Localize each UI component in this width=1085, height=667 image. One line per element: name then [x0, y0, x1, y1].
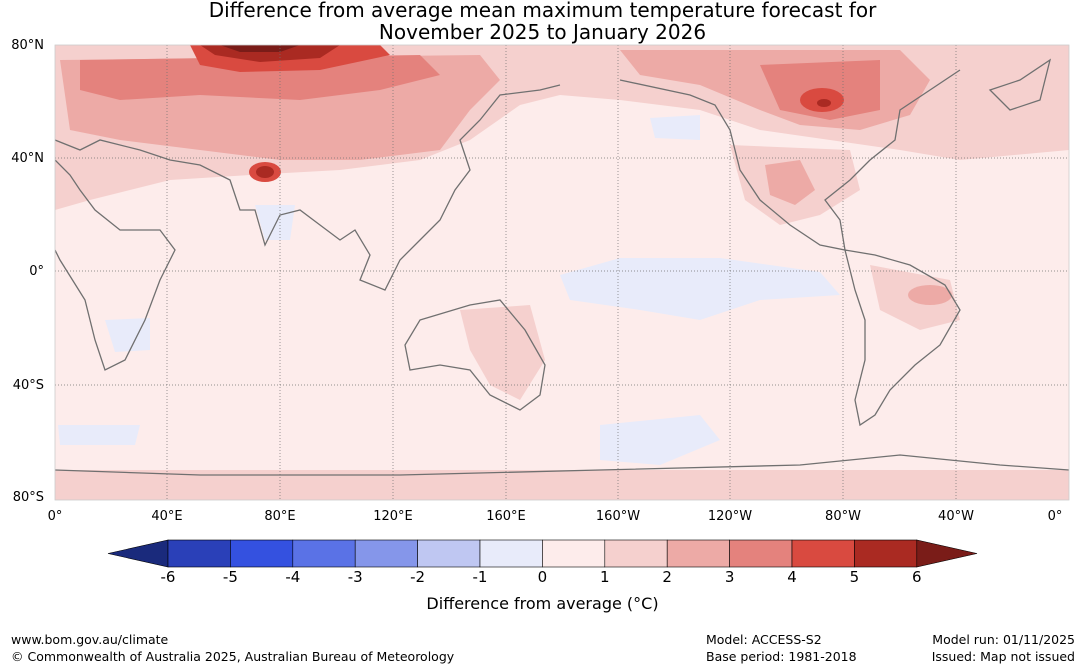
colorbar-title: Difference from average (°C): [426, 594, 659, 613]
graticule: [55, 45, 1069, 500]
colorbar: [107, 539, 978, 568]
colorbar-bin: [354, 539, 418, 568]
region-southern-ocean-cool: [600, 415, 720, 465]
hotspot-tibet-inner: [256, 166, 274, 178]
lon-label-120w: 120°W: [707, 509, 753, 524]
region-south-atlantic-cool: [58, 425, 140, 445]
region-hudson-5-6: [817, 99, 831, 107]
lat-label-80s: 80°S: [12, 490, 44, 505]
coastlines: [55, 58, 1069, 476]
coast-australia: [404, 299, 546, 411]
lon-label-120e: 120°E: [373, 509, 413, 524]
colorbar-bin: [854, 539, 918, 568]
colorbar-tick-label: -6: [160, 568, 176, 586]
map-frame: [54, 44, 1070, 501]
coast-greenland-europe: [988, 58, 1052, 111]
colorbar-bin: [167, 539, 231, 568]
colorbar-tick-label: 6: [912, 568, 922, 586]
footer-run-info: Model run: 01/11/2025 Issued: Map not is…: [932, 631, 1075, 665]
region-africa-cool: [105, 318, 150, 352]
colorbar-bin: [791, 539, 855, 568]
lon-label-160w: 160°W: [595, 509, 641, 524]
colorbar-arrow-low: [107, 539, 169, 568]
colorbar-arrow-high: [916, 539, 978, 568]
region-pacific-cool: [560, 258, 840, 320]
footer-model-info: Model: ACCESS-S2 Base period: 1981-2018: [706, 631, 857, 665]
colorbar-tick-label: -2: [410, 568, 426, 586]
colorbar-tick-label: 4: [787, 568, 797, 586]
region-pacific-north-cool: [650, 115, 700, 140]
region-arctic-6plus: [220, 45, 300, 52]
map-title-line1: Difference from average mean maximum tem…: [208, 0, 877, 22]
colorbar-tick-label: -3: [347, 568, 363, 586]
colorbar-bin: [417, 539, 481, 568]
colorbar-bin: [292, 539, 356, 568]
footer-model: Model: ACCESS-S2: [706, 632, 822, 647]
colorbar-bin: [542, 539, 606, 568]
lon-label-0-right: 0°: [1047, 509, 1063, 524]
lat-label-40s: 40°S: [12, 378, 44, 393]
region-eurasia-3-4: [80, 55, 440, 100]
lon-label-0-left: 0°: [47, 509, 63, 524]
lon-label-80w: 80°W: [825, 509, 861, 524]
colorbar-bin: [666, 539, 730, 568]
colorbar-bin: [729, 539, 793, 568]
map-title-line2: November 2025 to January 2026: [378, 20, 707, 44]
anomaly-field: [55, 45, 1069, 500]
coast-antarctica: [55, 454, 1069, 476]
footer-left: www.bom.gov.au/climate © Commonwealth of…: [11, 631, 454, 665]
lon-label-40w: 40°W: [938, 509, 974, 524]
colorbar-tick-label: 0: [537, 568, 548, 586]
colorbar-bin: [604, 539, 668, 568]
lat-label-80n: 80°N: [11, 38, 44, 53]
colorbar-tick-label: 5: [849, 568, 860, 586]
colorbar-tick-label: 1: [600, 568, 610, 586]
region-antarctic-1-2: [55, 470, 1069, 500]
region-brazil-2-3: [908, 285, 952, 305]
colorbar-bin: [230, 539, 294, 568]
footer-copyright: © Commonwealth of Australia 2025, Austra…: [11, 649, 455, 664]
coast-south-america: [844, 249, 961, 427]
coast-africa: [55, 159, 176, 371]
region-usa-2-3: [765, 160, 815, 205]
lat-label-40n: 40°N: [11, 151, 44, 166]
colorbar-bin: [479, 539, 543, 568]
footer-base-period: Base period: 1981-2018: [706, 649, 857, 664]
lon-label-80e: 80°E: [264, 509, 296, 524]
colorbar-tick-label: 2: [662, 568, 672, 586]
lat-label-0: 0°: [29, 264, 44, 279]
footer-url: www.bom.gov.au/climate: [11, 632, 169, 647]
lon-label-160e: 160°E: [486, 509, 526, 524]
coast-eurasia: [55, 84, 561, 291]
colorbar-tick-label: -4: [285, 568, 301, 586]
colorbar-tick-label: 3: [724, 568, 735, 586]
colorbar-tick-label: -5: [222, 568, 238, 586]
footer-issued: Issued: Map not issued: [931, 649, 1075, 664]
lon-label-40e: 40°E: [151, 509, 183, 524]
footer-model-run: Model run: 01/11/2025: [932, 632, 1075, 647]
colorbar-tick-label: -1: [472, 568, 488, 586]
